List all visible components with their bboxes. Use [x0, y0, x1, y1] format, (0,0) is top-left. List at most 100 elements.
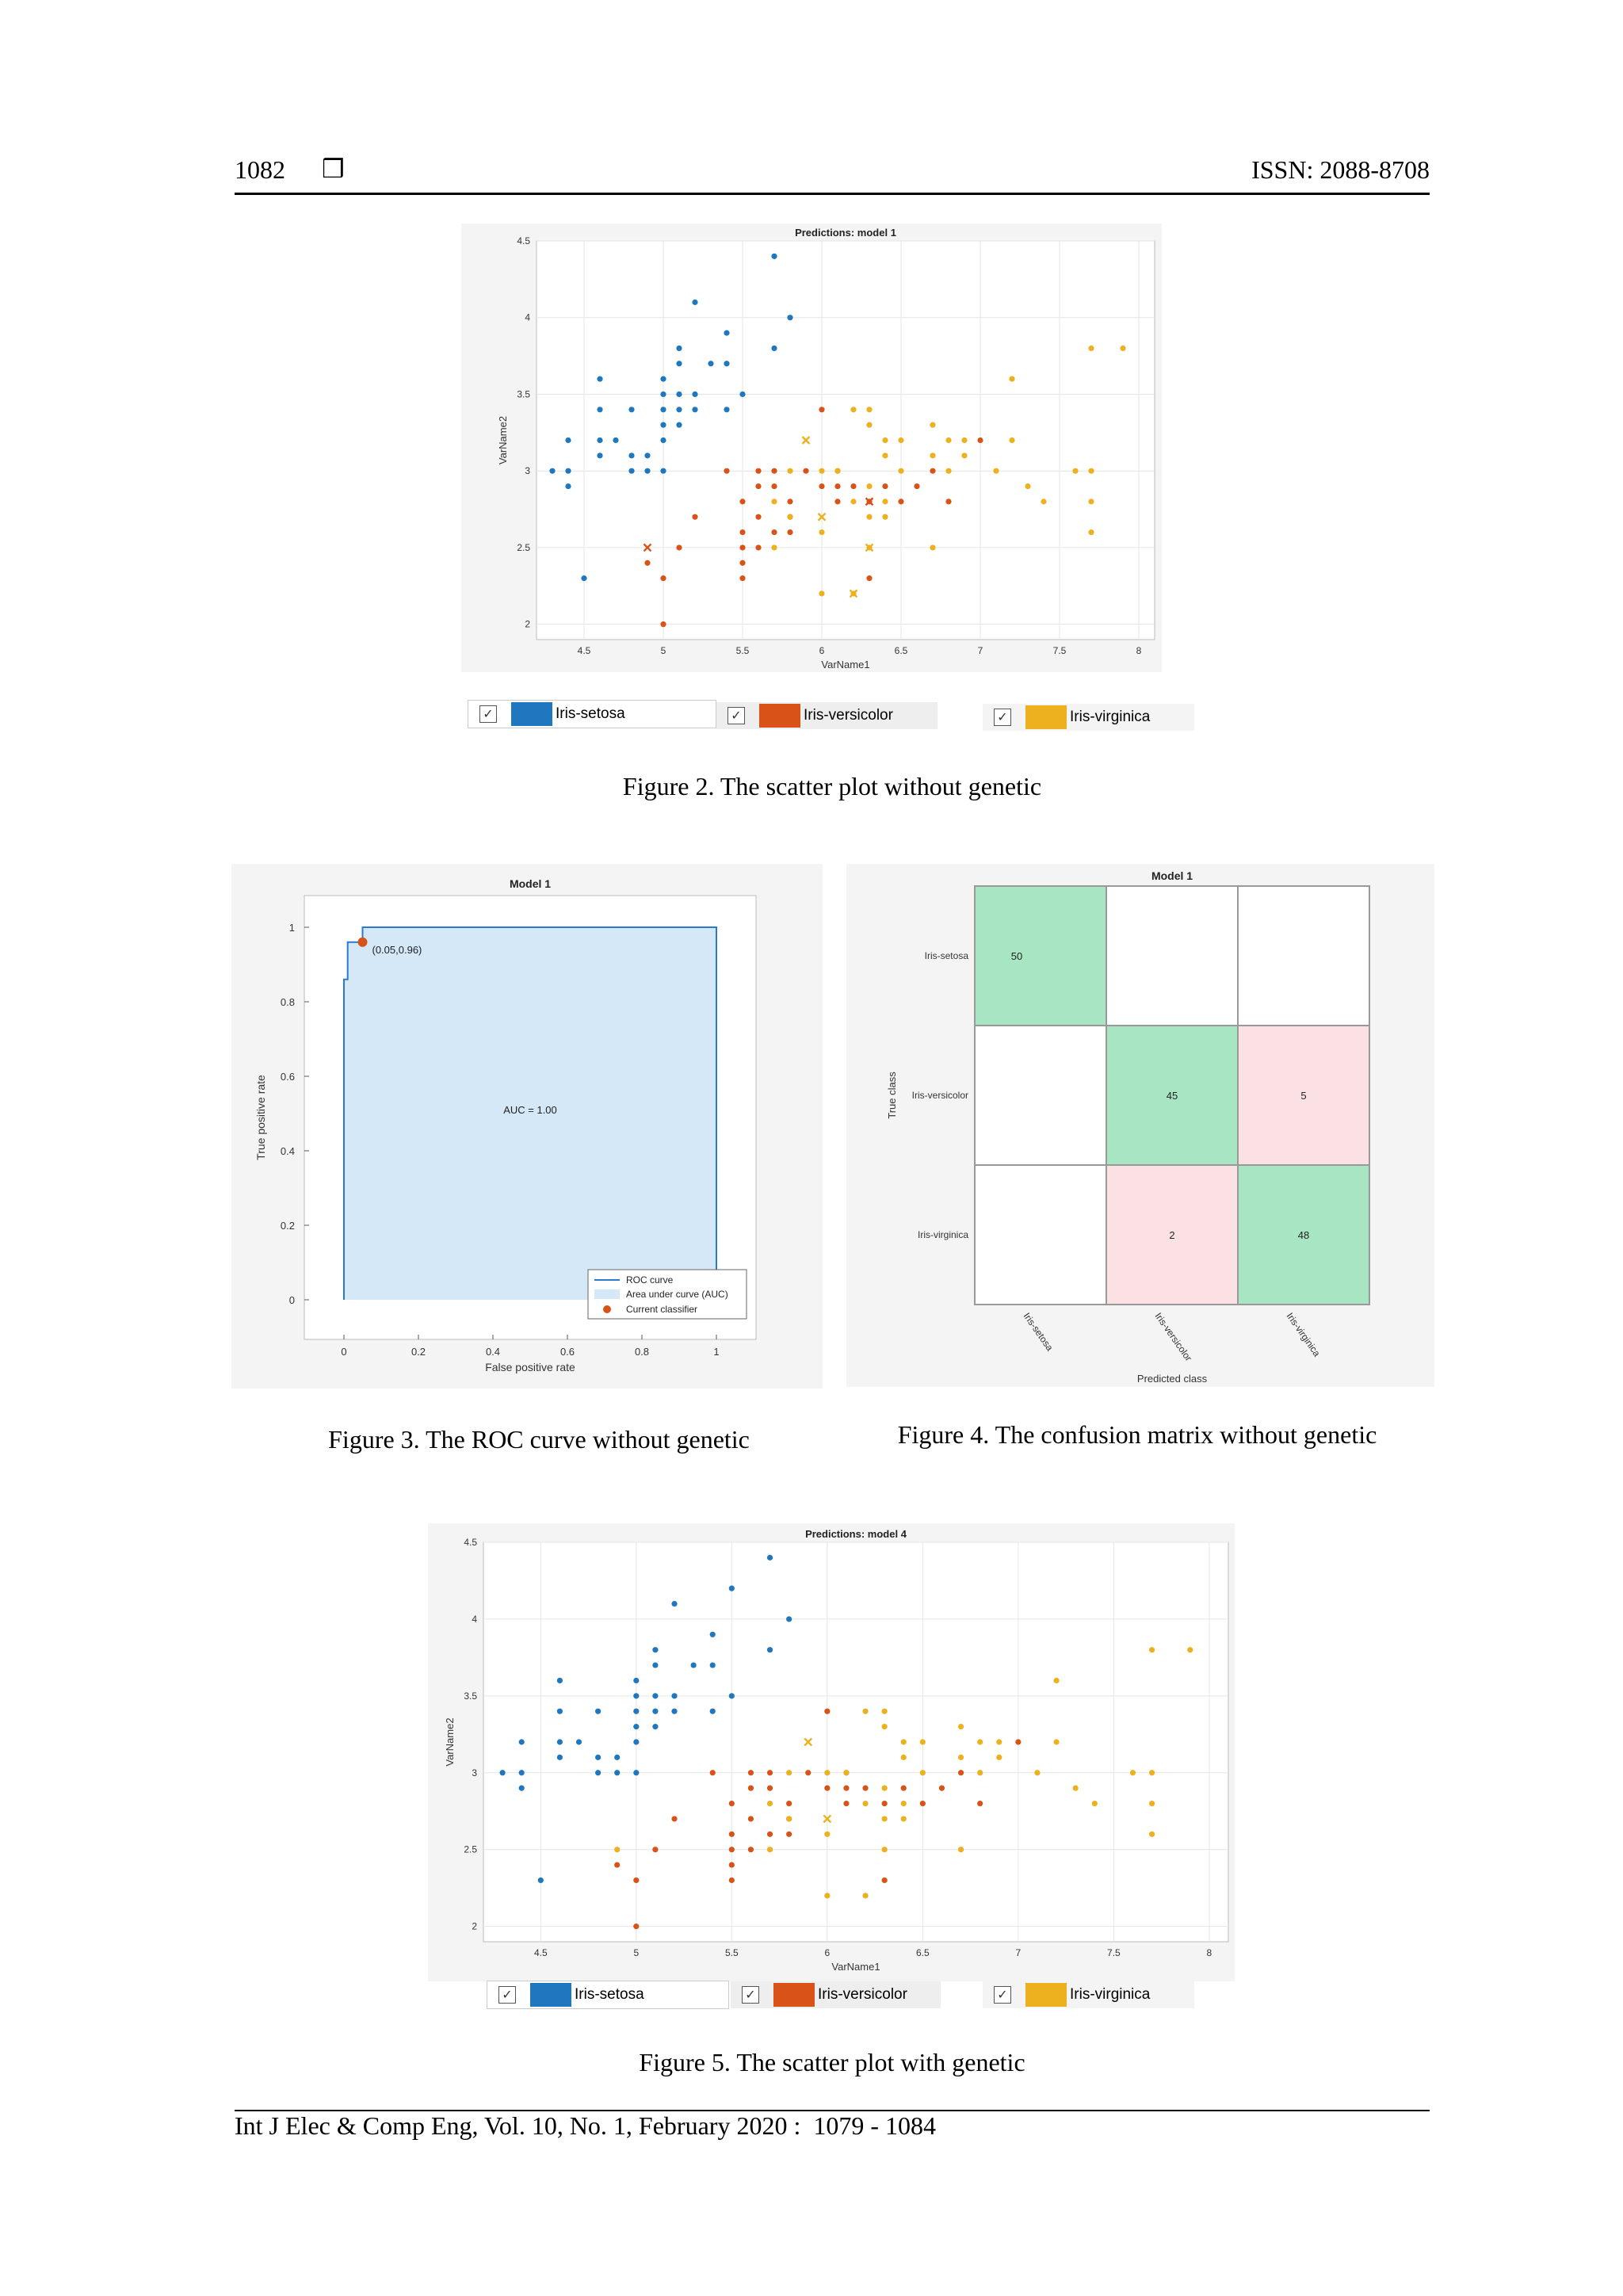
- point-virginica: [881, 1785, 888, 1791]
- checkbox-icon[interactable]: ✓: [994, 709, 1011, 726]
- y-tick-label: 0.6: [281, 1071, 295, 1083]
- y-axis-label: VarName2: [444, 1717, 456, 1766]
- figure-3-roc: Model 1 0 0.2 0.4 0.6 0.8 1 0 0.2 0.4 0.6 0.8 1 False…: [254, 877, 757, 1373]
- legend-item-versicolor[interactable]: ✓ Iris-versicolor: [716, 702, 938, 729]
- point-virginica: [881, 1724, 888, 1730]
- point-versicolor: [930, 468, 936, 474]
- point-setosa: [537, 1877, 544, 1884]
- point-virginica: [771, 499, 777, 505]
- point-versicolor: [881, 1877, 888, 1884]
- point-virginica: [881, 1847, 888, 1853]
- auc-area: [344, 927, 716, 1300]
- figure-4-confusion-matrix: Model 1 50 Iris-setosa 45 5 Iris-versicolor 2 4…: [886, 869, 1370, 1385]
- point-versicolor: [771, 483, 777, 490]
- point-setosa: [671, 1600, 678, 1607]
- legend-item-setosa[interactable]: ✓ Iris-setosa: [487, 1981, 729, 2009]
- figure-4-panel: Model 1 50 Iris-setosa 45 5 Iris-versicolor 2 4…: [846, 864, 1434, 1387]
- x-tick-label: 5: [633, 1947, 639, 1958]
- issn: ISSN: 2088-8708: [1251, 155, 1430, 184]
- checkbox-icon[interactable]: ✓: [742, 1986, 759, 2004]
- point-virginica: [1053, 1739, 1060, 1745]
- point-versicolor: [866, 575, 873, 582]
- point-setosa: [652, 1647, 659, 1653]
- point-setosa: [671, 1708, 678, 1714]
- legend-item-versicolor[interactable]: ✓ Iris-versicolor: [731, 1981, 941, 2008]
- point-setosa: [633, 1677, 640, 1684]
- point-virginica: [1088, 468, 1094, 474]
- col-label: Iris-setosa: [1022, 1311, 1056, 1354]
- x-axis-label: Predicted class: [1137, 1373, 1208, 1385]
- point-versicolor: [728, 1847, 735, 1853]
- point-versicolor: [1015, 1739, 1022, 1745]
- point-setosa: [644, 468, 651, 474]
- point-versicolor: [938, 1785, 945, 1791]
- point-versicolor: [633, 1924, 640, 1930]
- point-setosa: [565, 437, 571, 444]
- point-virginica: [786, 1770, 792, 1776]
- y-axis-label: True class: [886, 1072, 898, 1119]
- point-virginica: [945, 468, 952, 474]
- point-setosa: [614, 1770, 621, 1776]
- x-axis-label: VarName1: [831, 1961, 880, 1973]
- point-setosa: [709, 1662, 716, 1668]
- misclassified-virginica: [817, 512, 827, 521]
- legend-item-virginica[interactable]: ✓ Iris-virginica: [983, 704, 1195, 731]
- point-versicolor: [914, 483, 920, 490]
- legend-item-setosa[interactable]: ✓ Iris-setosa: [468, 700, 716, 728]
- point-versicolor: [766, 1785, 773, 1791]
- y-axis-label: True positive rate: [254, 1075, 267, 1160]
- point-virginica: [961, 437, 968, 444]
- point-virginica: [996, 1754, 1002, 1760]
- versicolor-swatch: [759, 704, 800, 728]
- cell-value: 48: [1298, 1229, 1309, 1241]
- figure-4-caption: Figure 4. The confusion matrix without g…: [897, 1420, 1377, 1449]
- point-setosa: [595, 1770, 601, 1776]
- point-virginica: [881, 1708, 888, 1714]
- point-virginica: [1041, 499, 1047, 505]
- point-virginica: [1009, 437, 1015, 444]
- point-setosa: [786, 1616, 792, 1622]
- x-tick-label: 1: [713, 1346, 719, 1358]
- point-setosa: [633, 1708, 640, 1714]
- x-tick-label: 0.4: [486, 1346, 500, 1358]
- point-setosa: [556, 1739, 563, 1745]
- figure-5-legend-3: ✓ Iris-virginica: [983, 1981, 1195, 2008]
- point-setosa: [518, 1739, 525, 1745]
- point-virginica: [882, 514, 888, 520]
- point-virginica: [930, 544, 936, 551]
- checkbox-icon[interactable]: ✓: [727, 707, 745, 724]
- point-virginica: [1053, 1677, 1060, 1684]
- point-setosa: [595, 1708, 601, 1714]
- legend-label-virginica: Iris-virginica: [1070, 1986, 1151, 2003]
- figure-3-caption: Figure 3. The ROC curve without genetic: [328, 1425, 750, 1454]
- point-virginica: [1088, 345, 1094, 352]
- point-virginica: [919, 1739, 926, 1745]
- legend-roc-label: ROC curve: [626, 1274, 674, 1286]
- point-setosa: [676, 407, 682, 413]
- point-versicolor: [724, 468, 730, 474]
- figure-5-panel: 4.5 5 5.5 6 6.5 7 7.5 8 2 2.5 3 3.5 4 4.5 Predictions:…: [428, 1523, 1235, 1981]
- point-virginica: [862, 1708, 869, 1714]
- point-versicolor: [739, 575, 746, 582]
- y-tick-label: 3: [472, 1767, 477, 1778]
- point-setosa: [660, 407, 666, 413]
- legend-item-virginica[interactable]: ✓ Iris-virginica: [983, 1981, 1195, 2008]
- point-setosa: [613, 437, 619, 444]
- point-setosa: [676, 345, 682, 352]
- point-setosa: [652, 1693, 659, 1699]
- checkbox-icon[interactable]: ✓: [498, 1986, 516, 2004]
- checkbox-icon[interactable]: ✓: [479, 705, 497, 723]
- x-tick-label: 6: [825, 1947, 831, 1958]
- x-tick-label: 8: [1207, 1947, 1212, 1958]
- misclassified-virginica: [801, 436, 811, 445]
- checkbox-icon[interactable]: ✓: [994, 1986, 1011, 2004]
- point-versicolor: [850, 483, 857, 490]
- point-virginica: [862, 1800, 869, 1807]
- point-setosa: [556, 1754, 563, 1760]
- point-versicolor: [747, 1847, 754, 1853]
- misclassified-virginica: [823, 1814, 832, 1824]
- point-virginica: [1148, 1831, 1155, 1837]
- point-setosa: [676, 391, 682, 398]
- point-setosa: [499, 1770, 506, 1776]
- x-tick-label: 6.5: [916, 1947, 930, 1958]
